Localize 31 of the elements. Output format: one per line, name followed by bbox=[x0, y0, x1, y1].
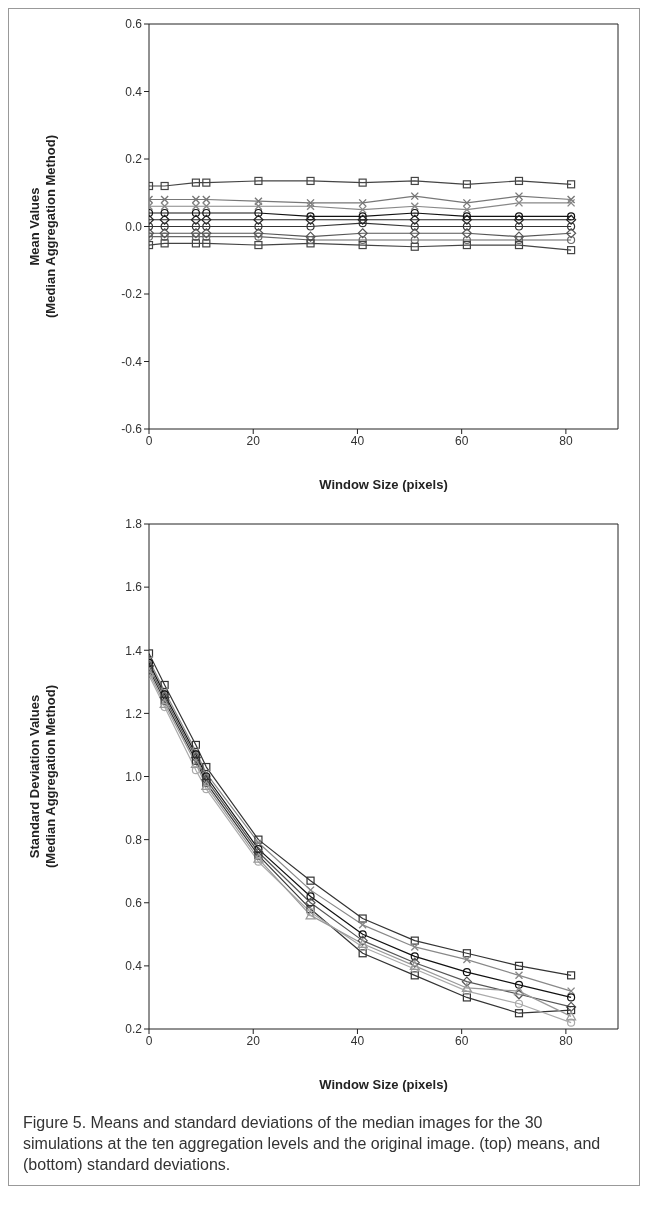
x-tick-label: 60 bbox=[454, 433, 469, 448]
y-tick-label: 1.2 bbox=[125, 706, 143, 721]
x-axis-title: Window Size (pixels) bbox=[319, 1077, 448, 1092]
x-axis-title: Window Size (pixels) bbox=[319, 477, 448, 492]
y-axis-title: Standard Deviation Values (Median Aggregation Method) bbox=[27, 685, 58, 868]
y-tick-label: 1.8 bbox=[125, 517, 143, 532]
y-tick-label: 0.2 bbox=[125, 1022, 143, 1037]
x-tick-label: 20 bbox=[246, 433, 261, 448]
x-tick-label: 80 bbox=[559, 433, 573, 448]
y-tick-label: 0.4 bbox=[125, 84, 143, 99]
x-tick-label: 0 bbox=[145, 1033, 153, 1048]
y-tick-label: 0.2 bbox=[125, 152, 143, 167]
caption: Figure 5. Means and standard deviations of the median images for the 30 simulations at the ten aggregation levels and the original image. (top) means, and (bottom) standard deviations. bbox=[22, 1113, 602, 1175]
y-tick-label: 0.6 bbox=[125, 896, 143, 911]
y-tick-label: -0.4 bbox=[121, 354, 143, 369]
y-tick-label: -0.6 bbox=[121, 422, 143, 437]
y-tick-label: 1.4 bbox=[125, 643, 143, 658]
y-tick-label: 1.0 bbox=[125, 769, 143, 784]
y-tick-label: 0.8 bbox=[125, 832, 143, 847]
x-tick-label: 0 bbox=[145, 433, 153, 448]
y-tick-label: 1.6 bbox=[125, 580, 143, 595]
x-tick-label: 80 bbox=[559, 1033, 573, 1048]
x-tick-label: 60 bbox=[454, 1033, 469, 1048]
x-tick-label: 40 bbox=[350, 1033, 365, 1048]
y-tick-label: 0.0 bbox=[125, 219, 143, 234]
y-tick-label: 0.4 bbox=[125, 959, 143, 974]
y-tick-label: -0.2 bbox=[121, 287, 143, 302]
x-tick-label: 40 bbox=[350, 433, 365, 448]
x-tick-label: 20 bbox=[246, 1033, 261, 1048]
y-tick-label: 0.6 bbox=[125, 17, 143, 32]
y-axis-title: Mean Values (Median Aggregation Method) bbox=[27, 135, 58, 318]
